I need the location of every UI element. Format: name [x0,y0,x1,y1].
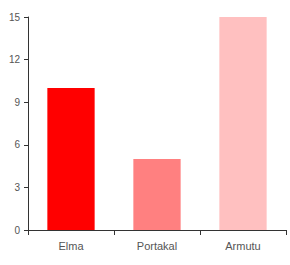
svg-text:Armutu: Armutu [225,240,260,252]
svg-text:15: 15 [9,12,21,23]
svg-text:9: 9 [14,97,20,108]
svg-text:Elma: Elma [58,240,84,252]
svg-text:Portakal: Portakal [137,240,177,252]
svg-text:3: 3 [14,182,20,193]
svg-text:6: 6 [14,139,20,150]
svg-text:12: 12 [9,54,21,65]
svg-text:0: 0 [14,225,20,236]
